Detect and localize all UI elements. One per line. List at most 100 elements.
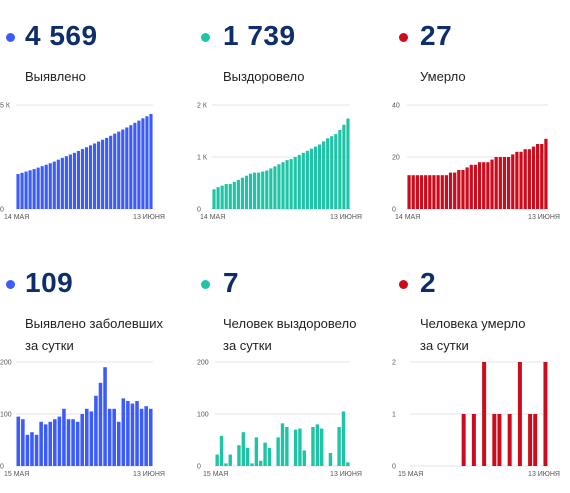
bar (107, 408, 112, 466)
bar (94, 395, 98, 466)
bar (543, 362, 548, 466)
bar (436, 175, 440, 209)
bar (241, 432, 246, 466)
bar (267, 447, 272, 466)
bar (507, 414, 512, 466)
bar (80, 414, 84, 466)
stat-label: Человека умерло за сутки (420, 316, 526, 353)
bar (28, 170, 32, 209)
stat-card-daily-deaths: 2 Человека умерло за сутки 0 1 2 15 МАЯ 13 И… (390, 247, 570, 493)
y-tick-label: 0 (392, 464, 396, 471)
bar (457, 170, 461, 209)
bar (145, 116, 149, 209)
bar (144, 406, 148, 466)
bar (75, 421, 80, 466)
bar (228, 454, 232, 466)
y-tick-label: 200 (197, 360, 209, 367)
bar (523, 149, 527, 209)
bar (149, 113, 153, 209)
bar (237, 445, 241, 466)
bar (98, 382, 103, 466)
bar (494, 157, 498, 209)
bar (219, 435, 224, 466)
bar (531, 146, 536, 209)
bar (517, 362, 522, 466)
bar (342, 124, 346, 209)
bar (309, 148, 314, 209)
bar (297, 154, 301, 209)
bar (285, 427, 289, 466)
bar (317, 144, 322, 209)
bar (129, 125, 133, 209)
bar (89, 411, 94, 466)
bar (62, 408, 66, 466)
bar (240, 177, 245, 209)
x-start-label: 14 МАЯ (200, 214, 225, 221)
bar (48, 421, 53, 466)
bar (330, 136, 334, 209)
bar (498, 157, 502, 209)
stat-card-daily-recovered: 7 Человек выздоровело за сутки 0 100 200 15… (195, 247, 385, 493)
bar (453, 172, 457, 209)
stat-card-detected: 4 569 Выявлено 0 5 К 14 МАЯ 13 ИЮНЯ (0, 0, 190, 246)
bar (224, 184, 228, 209)
bar-chart: 0 5 К 14 МАЯ 13 ИЮНЯ (0, 103, 165, 222)
bar (461, 170, 465, 209)
bar (341, 411, 346, 466)
bar (440, 175, 444, 209)
bar (84, 147, 89, 209)
bar (281, 162, 285, 209)
bar (85, 408, 89, 466)
x-start-label: 15 МАЯ (4, 471, 29, 478)
y-tick-label: 0 (0, 464, 4, 471)
bar (334, 134, 338, 209)
bar (244, 175, 249, 209)
bar (250, 463, 254, 466)
bar (419, 175, 424, 209)
bar (471, 414, 476, 466)
bar (293, 429, 298, 466)
bar (16, 174, 20, 209)
bar (411, 175, 415, 209)
bar (126, 401, 130, 466)
stat-label: Выявлено заболевших за сутки (25, 316, 163, 353)
bar (311, 427, 315, 466)
bar (273, 166, 277, 209)
bar (66, 419, 71, 466)
stat-label: Выздоровело (223, 69, 305, 84)
series-color-dot (201, 33, 210, 42)
stat-card-deaths: 27 Умерло 0 20 40 14 МАЯ 13 ИЮНЯ (390, 0, 570, 246)
series-color-dot (6, 33, 15, 42)
bar (16, 416, 21, 466)
x-end-label: 13 ИЮНЯ (133, 471, 165, 478)
bar (511, 154, 515, 209)
stat-card-recovered: 1 739 Выздоровело 0 1 К 2 К 14 МАЯ 13 ИЮНЯ (195, 0, 385, 246)
bar (301, 152, 305, 209)
stat-value: 27 (420, 20, 453, 51)
bar (76, 150, 81, 209)
bar (486, 162, 490, 209)
y-tick-label: 200 (0, 360, 12, 367)
series-color-dot (399, 33, 408, 42)
bar (444, 175, 449, 209)
bar (216, 187, 220, 209)
bar (117, 131, 121, 209)
y-tick-label: 100 (197, 412, 209, 419)
y-tick-label: 0 (197, 464, 201, 471)
bar (64, 156, 68, 209)
bar (519, 151, 523, 209)
bar (337, 427, 341, 466)
bar (53, 419, 57, 466)
bar (125, 127, 129, 209)
stat-label: Человек выздоровело за сутки (223, 316, 357, 353)
bar (277, 164, 281, 209)
stat-card-daily-detected: 109 Выявлено заболевших за сутки 0 100 200… (0, 247, 190, 493)
bar (215, 454, 219, 466)
bar (148, 408, 153, 466)
bar-chart: 0 100 200 15 МАЯ 13 ИЮНЯ (0, 360, 165, 479)
bar (60, 157, 64, 209)
bar (322, 141, 326, 209)
series-color-dot (201, 280, 210, 289)
bar (424, 175, 428, 209)
bar (276, 437, 280, 466)
